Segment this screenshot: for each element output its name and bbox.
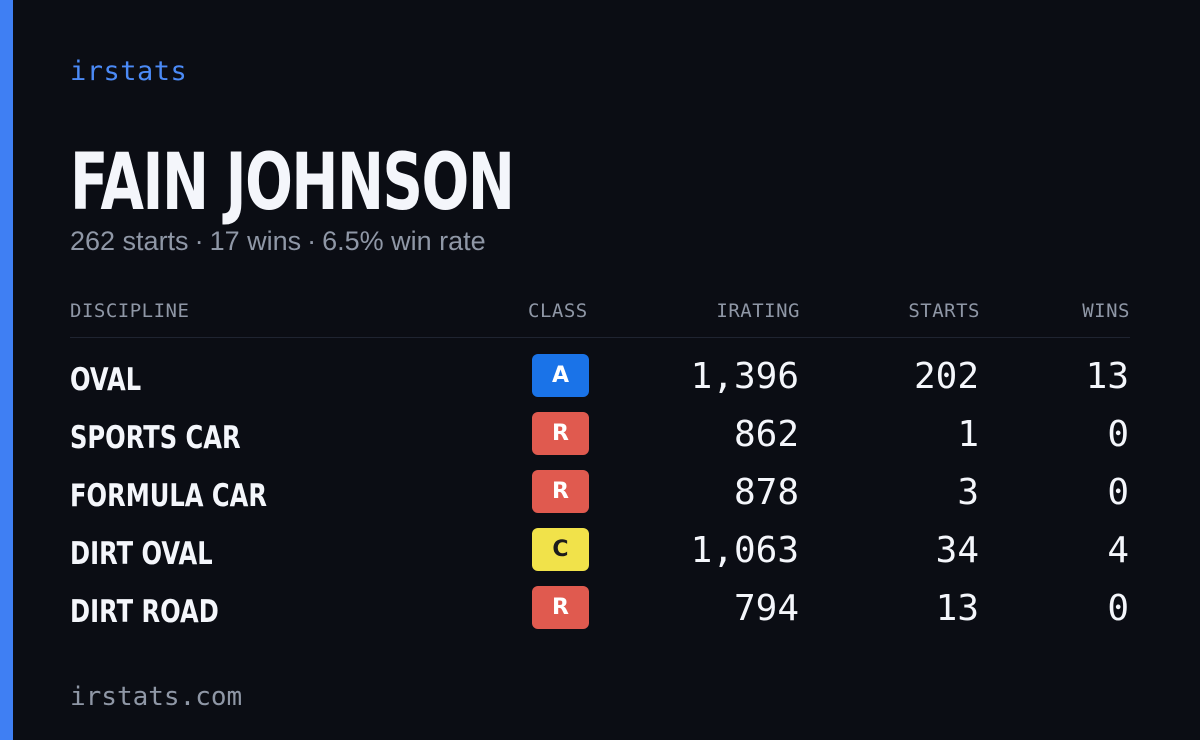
discipline-name: DIRT OVAL [70, 536, 213, 572]
discipline-name: OVAL [70, 362, 142, 398]
table-row-sports-car: SPORTS CAR R 862 1 0 [70, 412, 1130, 470]
separator: · [194, 226, 204, 256]
player-summary: 262 starts · 17 wins · 6.5% win rate [70, 226, 486, 257]
brand-logo: irstats [70, 56, 188, 87]
starts-value: 13 [935, 588, 979, 629]
class-badge: R [532, 412, 589, 455]
irating-value: 878 [733, 472, 799, 513]
discipline-name: DIRT ROAD [70, 594, 219, 630]
header-starts: STARTS [908, 300, 980, 322]
header-class: CLASS [528, 300, 588, 322]
irating-value: 1,063 [690, 530, 799, 571]
irating-value: 794 [733, 588, 799, 629]
table-row-dirt-road: DIRT ROAD R 794 13 0 [70, 586, 1130, 644]
total-wins: 17 wins [209, 226, 302, 256]
stats-table-header: DISCIPLINE CLASS IRATING STARTS WINS [70, 300, 1130, 338]
wins-value: 4 [1107, 530, 1129, 571]
starts-value: 34 [935, 530, 979, 571]
header-discipline: DISCIPLINE [70, 300, 190, 322]
class-badge: R [532, 470, 589, 513]
class-badge: C [532, 528, 589, 571]
discipline-name: FORMULA CAR [70, 478, 268, 514]
starts-value: 202 [913, 356, 979, 397]
table-row-oval: OVAL A 1,396 202 13 [70, 354, 1130, 412]
header-irating: IRATING [716, 300, 800, 322]
header-wins: WINS [1082, 300, 1130, 322]
separator: · [307, 226, 317, 256]
table-row-dirt-oval: DIRT OVAL C 1,063 34 4 [70, 528, 1130, 586]
wins-value: 0 [1107, 472, 1129, 513]
table-row-formula-car: FORMULA CAR R 878 3 0 [70, 470, 1130, 528]
starts-value: 1 [957, 414, 979, 455]
irating-value: 862 [733, 414, 799, 455]
class-badge: R [532, 586, 589, 629]
wins-value: 13 [1085, 356, 1129, 397]
discipline-name: SPORTS CAR [70, 420, 241, 456]
win-rate: 6.5% win rate [322, 226, 486, 256]
class-badge: A [532, 354, 589, 397]
footer-url: irstats.com [70, 682, 243, 712]
total-starts: 262 starts [70, 226, 189, 256]
irating-value: 1,396 [690, 356, 799, 397]
player-name: FAIN JOHNSON [70, 138, 515, 228]
wins-value: 0 [1107, 588, 1129, 629]
starts-value: 3 [957, 472, 979, 513]
wins-value: 0 [1107, 414, 1129, 455]
accent-bar [0, 0, 13, 740]
